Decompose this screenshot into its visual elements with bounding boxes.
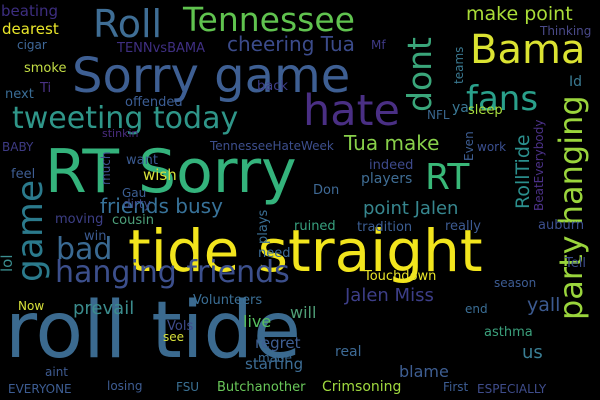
- word-win: win: [84, 229, 107, 244]
- word-teams: teams: [452, 46, 466, 84]
- word-tradition: tradition: [357, 220, 413, 235]
- word-beating: beating: [1, 2, 59, 20]
- word-indeed: indeed: [369, 158, 414, 173]
- word-asthma: asthma: [484, 325, 533, 340]
- word-tennesseehateweek: TennesseeHateWeek: [210, 139, 334, 153]
- word-first: First: [443, 380, 469, 394]
- word-sleep: sleep: [468, 103, 503, 118]
- word-will: will: [290, 303, 317, 322]
- word-end: end: [465, 302, 488, 316]
- word-smoke: smoke: [24, 61, 67, 76]
- word-tua-make: Tua make: [344, 131, 440, 155]
- word-ya: ya: [452, 100, 469, 116]
- word-feel: feel: [11, 167, 36, 182]
- word-see: see: [163, 330, 185, 344]
- word-hanging-friends: hanging friends: [55, 255, 290, 290]
- word-rolltide: RollTide: [512, 134, 534, 209]
- word-work: work: [477, 140, 507, 154]
- word-game: game: [10, 179, 51, 282]
- word-live: live: [243, 312, 272, 331]
- word-dearest: dearest: [2, 20, 59, 38]
- word-vols: Vols: [167, 319, 194, 334]
- word-much: much: [99, 151, 113, 186]
- word-make-point: make point: [466, 3, 573, 25]
- word-beateverybody: BeatEverybody: [532, 119, 546, 211]
- word-roll-tide: roll tide: [5, 286, 301, 376]
- word-nfl: NFL: [427, 108, 450, 122]
- word-lol: lol: [0, 254, 16, 272]
- word-don: Don: [313, 183, 340, 198]
- word-bad: bad: [56, 232, 113, 267]
- word-point-jalen: point Jalen: [363, 198, 459, 219]
- word-baby: BABY: [2, 140, 34, 154]
- word-wish: wish: [143, 166, 177, 184]
- word-ruined: ruined: [294, 219, 336, 234]
- word-touchdown: Touchdown: [364, 269, 437, 284]
- word-yall: yall: [527, 294, 561, 316]
- word-ti: Ti: [40, 81, 52, 96]
- word-thinking: Thinking: [540, 24, 592, 38]
- word-plays: plays: [256, 209, 271, 244]
- word-rt-sorry: RT Sorry: [45, 137, 297, 207]
- word-sorry-game: Sorry game: [72, 48, 351, 104]
- word-next: next: [5, 87, 34, 102]
- word-bama: Bama: [470, 27, 586, 73]
- word-tell: Tell: [565, 256, 586, 271]
- word-everyone: EVERYONE: [8, 382, 72, 396]
- word-even: Even: [462, 131, 476, 161]
- word-blame: blame: [399, 362, 449, 381]
- word-especially: ESPECIALLY: [477, 382, 547, 396]
- word-jalen-miss: Jalen Miss: [345, 285, 434, 306]
- word-regret: regret: [255, 334, 301, 352]
- word-want: want: [126, 153, 158, 168]
- word-fsu: FSU: [176, 380, 200, 394]
- word-starting: starting: [245, 355, 304, 373]
- word-stinkin: stinkin: [102, 127, 139, 140]
- word-tide-straight: tide straight: [128, 217, 483, 285]
- word-cousin: cousin: [112, 213, 154, 228]
- word-moving: moving: [55, 212, 104, 227]
- word-really: really: [445, 219, 481, 234]
- word-back: back: [257, 79, 288, 94]
- word-id: Id: [569, 74, 583, 90]
- word-now: Now: [18, 299, 45, 313]
- word-dont: dont: [400, 37, 439, 112]
- word-hate: hate: [303, 86, 400, 136]
- word-us: us: [522, 342, 543, 363]
- word-made: made: [258, 351, 293, 365]
- word-crimsoning: Crimsoning: [322, 379, 402, 395]
- word-tweeting-today: tweeting today: [12, 101, 239, 136]
- word-losing: losing: [107, 379, 143, 393]
- word-butchanother: Butchanother: [217, 380, 306, 395]
- word-friends-busy: friends busy: [100, 194, 223, 218]
- word-auburn: auburn: [538, 218, 585, 233]
- word-need: need: [258, 246, 291, 261]
- word-season: season: [494, 276, 537, 290]
- word-mf: Mf: [371, 38, 386, 52]
- word-tennessee: Tennessee: [183, 0, 355, 39]
- word-dirty: dirty: [123, 197, 151, 211]
- word-players: players: [361, 171, 413, 187]
- word-aint: aint: [45, 365, 68, 379]
- word-cigar: cigar: [17, 38, 47, 52]
- word-party-hanging: party hanging: [552, 95, 590, 320]
- word-tennvsbama: TENNvsBAMA: [117, 41, 205, 56]
- word-volunteers: Volunteers: [193, 293, 263, 308]
- word-real: real: [335, 344, 362, 360]
- word-roll: Roll: [93, 2, 163, 46]
- word-rt: RT: [425, 157, 470, 198]
- word-gau: Gau: [122, 186, 147, 200]
- word-prevail: prevail: [73, 298, 135, 319]
- word-fans: fans: [466, 79, 539, 119]
- word-cheering-tua: cheering Tua: [227, 32, 355, 56]
- word-offended: offended: [125, 95, 183, 110]
